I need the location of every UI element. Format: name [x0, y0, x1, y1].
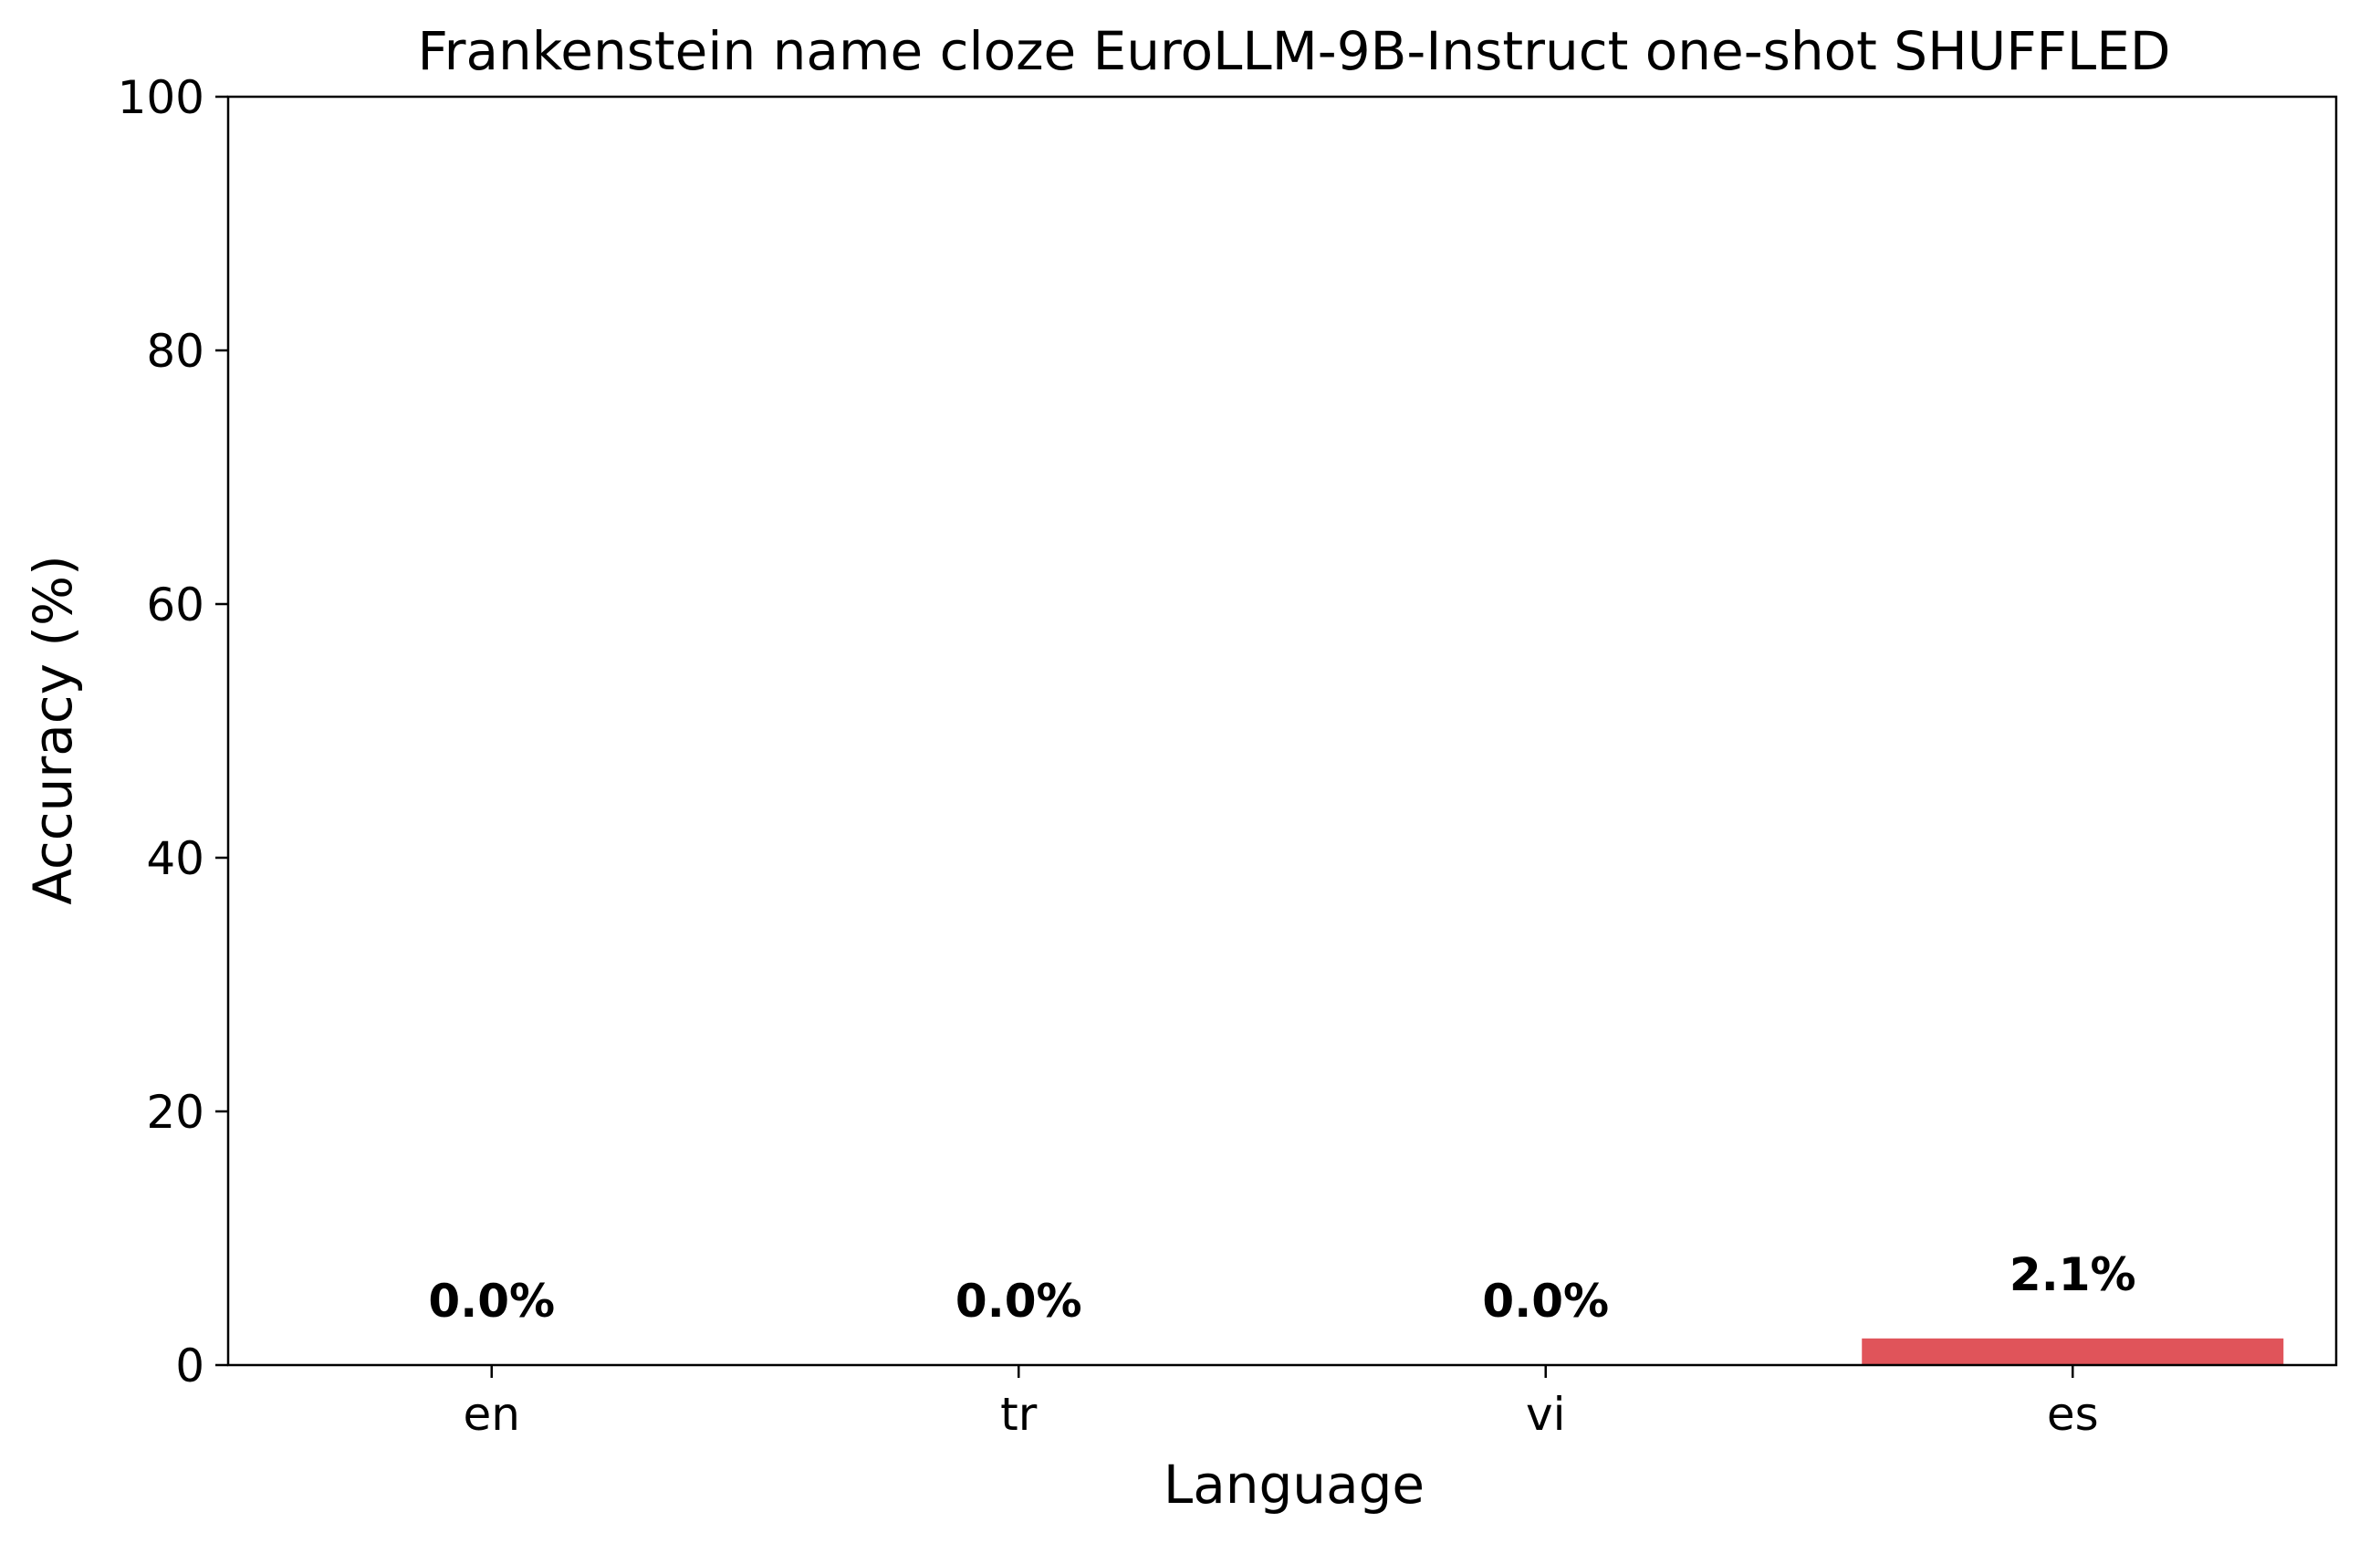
y-tick-label: 40 — [146, 832, 204, 885]
plot-frame — [226, 95, 2338, 1367]
y-axis-label: Accuracy (%) — [22, 555, 84, 905]
data-label-tr: 0.0% — [955, 1275, 1082, 1328]
x-tick-label-vi: vi — [1526, 1388, 1565, 1441]
y-tick-label: 20 — [146, 1086, 204, 1139]
data-label-es: 2.1% — [2009, 1248, 2136, 1301]
chart-title: Frankenstein name cloze EuroLLM-9B-Instr… — [417, 20, 2170, 82]
y-tick-label: 100 — [118, 71, 204, 124]
data-label-en: 0.0% — [428, 1275, 555, 1328]
x-axis-label: Language — [1164, 1454, 1425, 1516]
x-tick-label-tr: tr — [1000, 1388, 1038, 1441]
axes-layer: en tr vi es 0 20 40 60 80 100 — [118, 71, 2338, 1441]
labels-layer: 0.0% 0.0% 0.0% 2.1% — [428, 1248, 2135, 1328]
x-tick-label-en: en — [464, 1388, 520, 1441]
y-tick-label: 0 — [175, 1340, 204, 1392]
x-tick-label-es: es — [2047, 1388, 2099, 1441]
data-label-vi: 0.0% — [1482, 1275, 1609, 1328]
bar-es — [1862, 1338, 2284, 1365]
y-tick-label: 60 — [146, 579, 204, 631]
y-tick-label: 80 — [146, 325, 204, 378]
bars-layer — [1862, 1338, 2284, 1365]
